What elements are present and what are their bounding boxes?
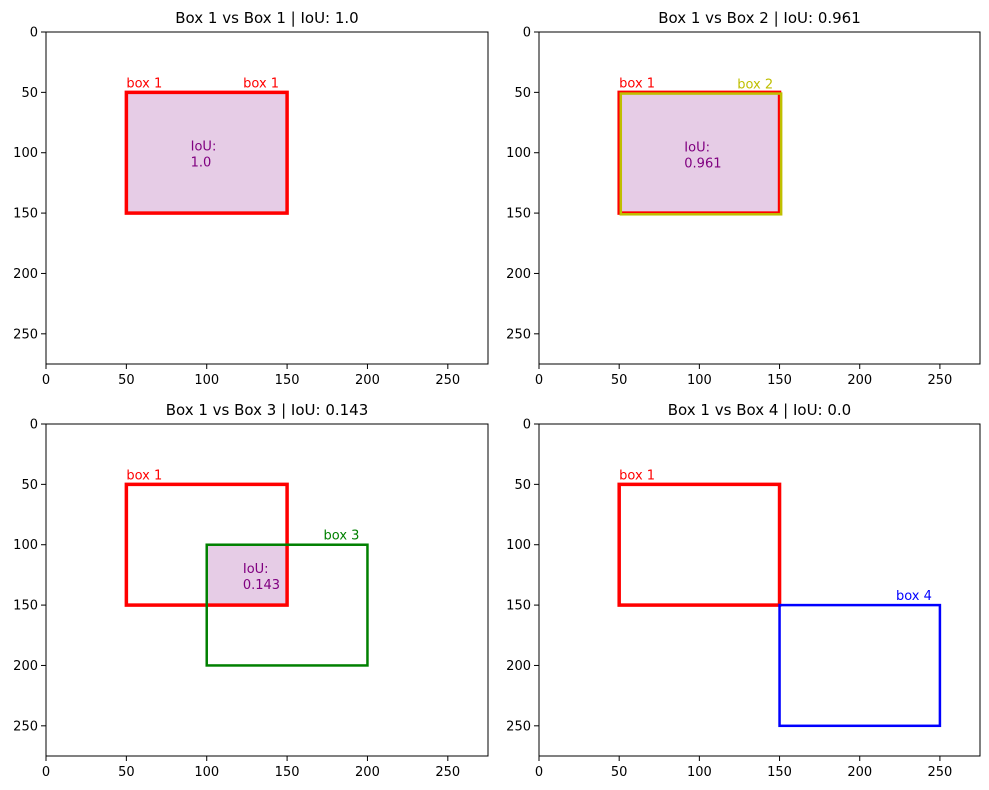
box-label: box 2 — [737, 78, 773, 93]
y-tick-label: 0 — [30, 418, 38, 433]
x-tick-label: 0 — [42, 373, 50, 388]
y-tick-label: 50 — [514, 86, 531, 101]
subplot-title: Box 1 vs Box 4 | IoU: 0.0 — [668, 401, 851, 419]
x-tick-label: 0 — [42, 765, 50, 780]
x-tick-label: 50 — [118, 373, 135, 388]
y-tick-label: 150 — [13, 207, 38, 222]
y-tick-label: 100 — [13, 146, 38, 161]
intersection-area — [206, 544, 288, 606]
axes-frame — [45, 31, 489, 365]
iou-label: IoU: — [684, 140, 710, 155]
iou-label: IoU: — [243, 562, 269, 577]
x-tick-label: 250 — [435, 373, 460, 388]
x-tick-label: 50 — [611, 373, 628, 388]
axes-frame — [538, 423, 981, 757]
box-label: box 3 — [324, 529, 360, 544]
box-label: box 1 — [243, 76, 279, 91]
y-tick-label: 200 — [13, 267, 38, 282]
box-label: box 1 — [619, 76, 655, 91]
iou-label: IoU: — [191, 140, 217, 155]
x-tick-label: 0 — [535, 373, 543, 388]
y-tick-label: 250 — [506, 719, 531, 734]
y-tick-label: 250 — [13, 719, 38, 734]
x-tick-label: 200 — [847, 373, 872, 388]
subplot-title: Box 1 vs Box 2 | IoU: 0.961 — [658, 9, 861, 27]
bounding-box — [619, 92, 783, 216]
box-label: box 4 — [896, 589, 932, 604]
bounding-box — [205, 543, 369, 667]
y-tick-label: 200 — [506, 267, 531, 282]
x-tick-label: 100 — [687, 765, 712, 780]
subplot-title: Box 1 vs Box 3 | IoU: 0.143 — [166, 401, 369, 419]
x-tick-label: 250 — [927, 765, 952, 780]
subplot-1: box 1 box 1 IoU:1.0 0 50 100 150 200 250 0 50 100 15… — [13, 9, 489, 388]
y-tick-label: 50 — [21, 478, 38, 493]
subplot-title: Box 1 vs Box 1 | IoU: 1.0 — [175, 9, 358, 27]
x-tick-label: 150 — [275, 765, 300, 780]
bounding-box — [617, 482, 782, 607]
x-tick-label: 150 — [767, 765, 792, 780]
box-label: box 1 — [619, 468, 655, 483]
y-tick-label: 150 — [506, 207, 531, 222]
bounding-box — [125, 91, 289, 215]
x-tick-label: 200 — [847, 765, 872, 780]
y-tick-label: 200 — [13, 659, 38, 674]
y-tick-label: 50 — [514, 478, 531, 493]
y-tick-label: 150 — [13, 599, 38, 614]
y-tick-label: 0 — [523, 26, 531, 41]
y-tick-label: 100 — [506, 146, 531, 161]
x-tick-label: 250 — [435, 765, 460, 780]
y-tick-label: 0 — [30, 26, 38, 41]
subplot-2: box 1 box 2 IoU:0.961 0 50 100 150 200 250 0 50 100… — [506, 9, 981, 388]
x-tick-label: 50 — [118, 765, 135, 780]
y-tick-label: 250 — [13, 327, 38, 342]
x-tick-label: 150 — [275, 373, 300, 388]
x-tick-label: 150 — [767, 373, 792, 388]
axes-frame — [538, 31, 981, 365]
bounding-box — [778, 603, 942, 728]
x-tick-label: 50 — [611, 765, 628, 780]
x-tick-label: 100 — [194, 373, 219, 388]
y-tick-label: 100 — [13, 538, 38, 553]
x-tick-label: 100 — [687, 373, 712, 388]
x-tick-label: 250 — [927, 373, 952, 388]
y-tick-label: 0 — [523, 418, 531, 433]
iou-value: 0.143 — [243, 578, 280, 593]
x-tick-label: 0 — [535, 765, 543, 780]
intersection-area — [126, 92, 288, 214]
box-label: box 1 — [126, 76, 162, 91]
iou-value: 0.961 — [684, 156, 721, 171]
box-label: box 1 — [126, 468, 162, 483]
x-tick-label: 200 — [355, 765, 380, 780]
x-tick-label: 200 — [355, 373, 380, 388]
intersection-area — [620, 93, 780, 214]
y-tick-label: 100 — [506, 538, 531, 553]
iou-value: 1.0 — [191, 156, 212, 171]
subplot-3: box 1 box 3 IoU:0.143 0 50 100 150 200 250 0 50 100… — [13, 401, 489, 780]
y-tick-label: 200 — [506, 659, 531, 674]
y-tick-label: 150 — [506, 599, 531, 614]
y-tick-label: 50 — [21, 86, 38, 101]
axes-frame — [45, 423, 489, 757]
y-tick-label: 250 — [506, 327, 531, 342]
x-tick-label: 100 — [194, 765, 219, 780]
subplot-4: box 1 box 4 0 50 100 150 200 250 0 50 100 150 200 250… — [506, 401, 981, 780]
